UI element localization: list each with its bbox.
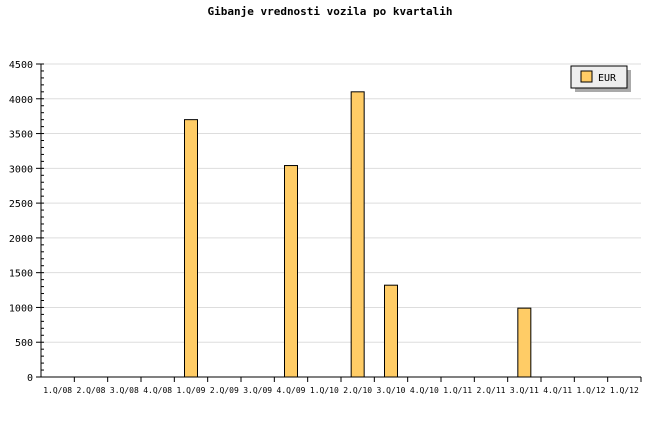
x-tick-label: 4.Q/10: [410, 386, 439, 395]
x-tick-label: 1.Q/08: [43, 386, 72, 395]
x-tick-label: 1.Q/11: [443, 386, 472, 395]
y-tick-label: 2000: [9, 234, 33, 245]
y-tick-label: 1500: [9, 269, 33, 280]
x-tick-label: 3.Q/09: [243, 386, 272, 395]
x-tick-label: 4.Q/11: [543, 386, 572, 395]
y-tick-label: 3500: [9, 130, 33, 141]
y-tick-label: 0: [27, 373, 33, 384]
bar: [350, 91, 365, 378]
x-tick-label: 1.Q/10: [310, 386, 339, 395]
legend-swatch: [580, 70, 593, 83]
y-tick-label: 3000: [9, 164, 33, 175]
x-tick-label: 2.Q/10: [343, 386, 372, 395]
legend-label: EUR: [598, 73, 617, 84]
y-tick-label: 2500: [9, 199, 33, 210]
bar: [184, 119, 198, 378]
x-tick-label: 1.Q/12: [577, 386, 606, 395]
y-tick-label: 500: [15, 338, 33, 349]
x-tick-label: 4.Q/08: [143, 386, 172, 395]
x-tick-label: 3.Q/10: [377, 386, 406, 395]
y-tick-label: 1000: [9, 303, 33, 314]
x-tick-label: 4.Q/09: [277, 386, 306, 395]
bar: [517, 307, 532, 378]
x-tick-label: 1.Q/09: [177, 386, 206, 395]
y-tick-label: 4500: [9, 60, 33, 71]
legend: EUR: [570, 65, 631, 92]
x-tick-label: 2.Q/11: [477, 386, 506, 395]
x-tick-label: 2.Q/09: [210, 386, 239, 395]
bar: [284, 165, 298, 378]
x-tick-label: 3.Q/11: [510, 386, 539, 395]
x-tick-label: 2.Q/08: [77, 386, 106, 395]
y-tick-label: 4000: [9, 95, 33, 106]
bar: [384, 284, 398, 378]
x-tick-label: 1.Q/12: [610, 386, 639, 395]
chart-title: Gibanje vrednosti vozila po kvartalih: [207, 5, 452, 18]
x-tick-label: 3.Q/08: [110, 386, 139, 395]
